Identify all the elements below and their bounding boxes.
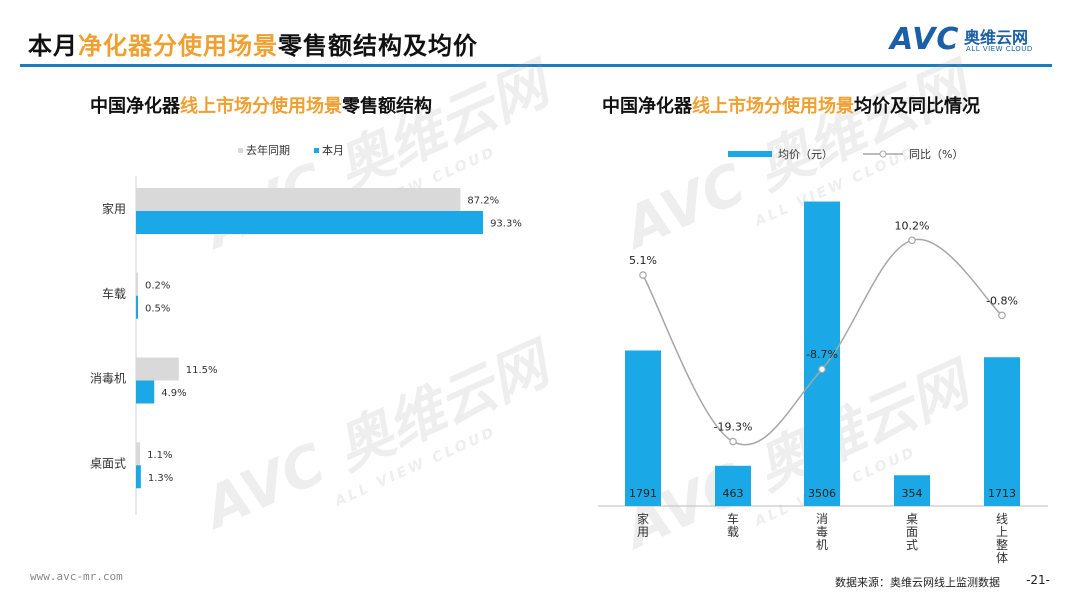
data-label: 93.3% <box>490 219 522 230</box>
bar <box>136 295 138 319</box>
yoy-point <box>908 236 916 245</box>
page-title: 本月净化器分使用场景零售额结构及均价 <box>28 26 478 61</box>
legend-swatch-last-year <box>238 147 243 153</box>
bar <box>715 465 751 506</box>
yoy-label: -19.3% <box>714 421 753 434</box>
bar <box>136 211 484 234</box>
category-label: 毒 <box>816 525 828 539</box>
data-label: 3506 <box>808 487 836 500</box>
left-chart-legend: 去年同期 本月 <box>238 142 344 158</box>
category-label: 载 <box>727 525 739 539</box>
yoy-point <box>729 437 737 446</box>
data-label: 1713 <box>988 487 1016 500</box>
logo-mark: AVC <box>890 22 960 57</box>
website-url: www.avc-mr.com <box>30 570 123 583</box>
data-label: 87.2% <box>467 196 499 207</box>
category-label: 整 <box>996 537 1008 552</box>
data-label: 354 <box>902 487 923 500</box>
category-label: 车载 <box>102 286 126 301</box>
bar <box>136 380 155 404</box>
data-label: 11.5% <box>186 365 218 376</box>
page-number: -21- <box>1026 573 1050 587</box>
category-label: 消毒机 <box>90 372 126 386</box>
right-chart-title: 中国净化器线上市场分使用场景均价及同比情况 <box>602 96 980 117</box>
yoy-label: 5.1% <box>629 254 657 267</box>
yoy-point <box>818 365 826 374</box>
category-label: 车 <box>727 511 739 526</box>
data-source: 数据来源：奥维云网线上监测数据 <box>835 576 1000 589</box>
logo-en-text: ALL VIEW CLOUD <box>966 45 1033 53</box>
data-label: 1.1% <box>147 450 172 461</box>
yoy-point <box>998 311 1006 320</box>
data-label: 1791 <box>629 487 657 500</box>
bar <box>984 357 1020 506</box>
category-label: 家用 <box>102 201 126 216</box>
legend-swatch-avg-price <box>728 151 772 157</box>
bar <box>136 188 461 211</box>
legend-label-avg-price: 均价（元） <box>778 148 833 161</box>
legend-swatch-yoy <box>863 150 903 158</box>
right-chart-legend: 均价（元） 同比（%） <box>728 146 963 162</box>
category-label: 式 <box>906 538 918 552</box>
avc-logo: AVC 奥维云网 ALL VIEW CLOUD <box>890 22 1060 58</box>
bar <box>136 357 179 381</box>
data-label: 463 <box>723 487 744 500</box>
data-label: 1.3% <box>148 473 173 484</box>
category-label: 上 <box>996 525 1008 539</box>
yoy-label: -8.7% <box>806 348 838 361</box>
yoy-label: -0.8% <box>986 294 1018 307</box>
category-label: 线 <box>996 512 1008 526</box>
bar <box>136 272 138 296</box>
bar <box>894 475 930 506</box>
bar <box>136 442 141 466</box>
yoy-point <box>639 271 647 279</box>
data-label: 0.5% <box>145 303 170 314</box>
left-bar-chart: 家用 87.2% 93.3% 车载 0.2% 0.5% 消毒机 11.5% 4.9% 桌面式 1.1… <box>90 176 522 515</box>
legend-label-yoy: 同比（%） <box>909 148 964 161</box>
legend-label-this-month: 本月 <box>322 144 344 157</box>
left-chart-title: 中国净化器线上市场分使用场景零售额结构 <box>90 96 432 117</box>
category-label: 面 <box>906 525 918 539</box>
category-label: 机 <box>816 538 828 552</box>
page-title-pre: 本月 <box>28 32 78 60</box>
page-title-highlight: 净化器分使用场景 <box>78 32 278 60</box>
category-label: 体 <box>996 551 1008 565</box>
bar <box>625 350 661 506</box>
page-title-post: 零售额结构及均价 <box>278 32 478 60</box>
bar <box>136 465 141 489</box>
logo-cn-text: 奥维云网 <box>964 28 1029 47</box>
data-label: 0.2% <box>145 280 170 291</box>
header-divider <box>20 64 1052 67</box>
legend-swatch-this-month <box>314 147 319 153</box>
category-label: 桌面式 <box>90 456 126 470</box>
category-label: 家 <box>637 511 649 526</box>
category-label: 用 <box>637 525 649 539</box>
category-label: 消 <box>816 512 828 526</box>
legend-label-last-year: 去年同期 <box>246 144 290 157</box>
data-label: 4.9% <box>161 388 186 399</box>
yoy-label: 10.2% <box>895 219 930 232</box>
category-label: 桌 <box>906 512 918 526</box>
